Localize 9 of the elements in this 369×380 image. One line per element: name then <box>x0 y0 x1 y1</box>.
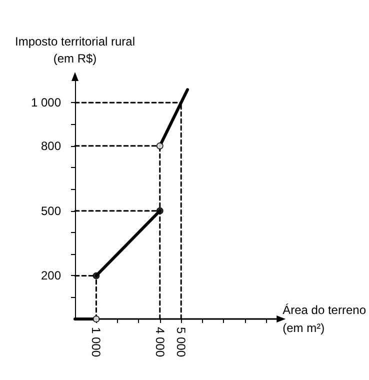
y-tick-label: 200 <box>40 268 62 283</box>
y-tick-label: 1 000 <box>30 96 62 110</box>
y-tick-label: 800 <box>40 138 62 153</box>
y-tick-label: 500 <box>40 204 62 218</box>
y-axis-title: Imposto territorial rural (em R$) <box>14 34 136 66</box>
x-tick-label: 1 000 <box>89 327 104 358</box>
x-tick-label: 4 000 <box>152 327 167 358</box>
x-axis-title: Área do terreno (em m²) <box>282 303 366 335</box>
x-tick-label: 5 000 <box>174 327 188 358</box>
